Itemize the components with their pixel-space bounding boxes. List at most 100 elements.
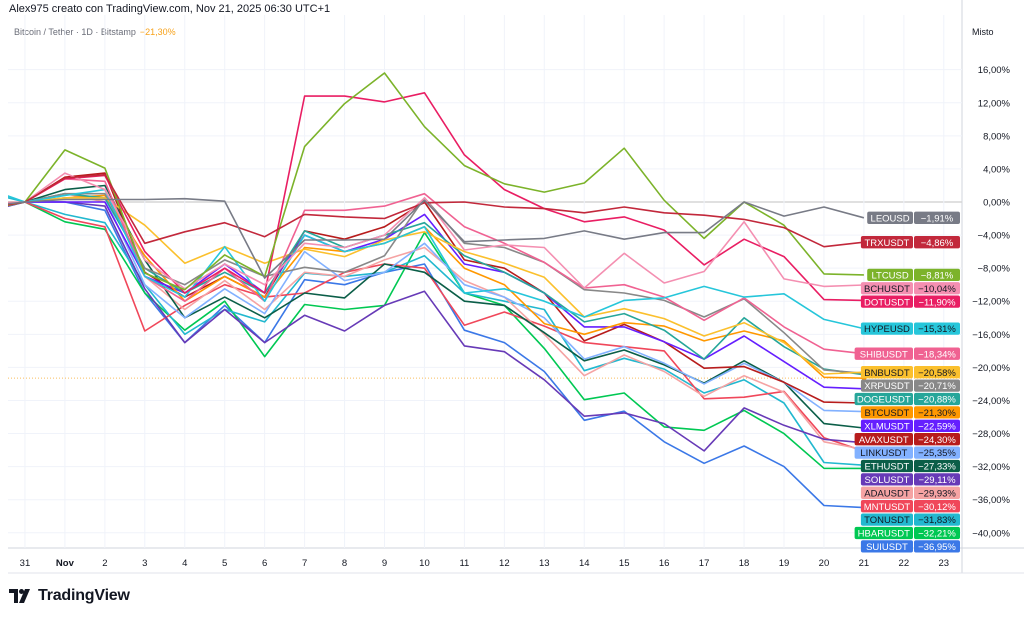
- series-name-badge: [854, 392, 913, 406]
- series-value-badge: [914, 526, 960, 540]
- series-name: AVAXUSDT: [859, 435, 909, 446]
- series-value-badge: [914, 268, 960, 282]
- series-line-bnbusdt: [8, 197, 864, 375]
- series-name: BCHUSDT: [864, 284, 910, 295]
- y-axis[interactable]: 16,00% 12,00% 8,00% 4,00% 0,00% −4,00% −8,00% −…: [972, 65, 1010, 539]
- x-tick-label: 11: [459, 558, 469, 569]
- x-tick-label: 12: [499, 558, 510, 569]
- x-tick-label: 18: [739, 558, 750, 569]
- series-value-badge: [914, 459, 960, 473]
- x-tick-label: 22: [899, 558, 910, 569]
- price-scale-mode[interactable]: Misto: [972, 27, 994, 37]
- y-tick-label: −20,00%: [972, 363, 1010, 374]
- series-line-linkusdt: [8, 197, 864, 413]
- series-line-xrpusdt: [8, 192, 864, 375]
- series-name-badge: [860, 513, 913, 526]
- series-label-dotusdt: DOTUSDT −11,90%: [860, 295, 960, 308]
- y-tick-label: 8,00%: [983, 131, 1010, 142]
- symbol-legend[interactable]: Bitcoin / Tether · 1D · Bitstamp −21,30%: [14, 27, 176, 37]
- series-value: −20,88%: [918, 395, 956, 406]
- x-tick-label: 13: [539, 558, 550, 569]
- x-tick-label: 16: [659, 558, 670, 569]
- series-name: ADAUSDT: [864, 488, 910, 499]
- series-value-badge: [914, 322, 960, 335]
- series-name: LINKUSDT: [860, 448, 907, 459]
- series-name: MNTUSDT: [864, 502, 911, 513]
- chart-attribution: Alex975 creato con TradingView.com, Nov …: [9, 3, 331, 15]
- series-value-badge: [914, 282, 960, 295]
- y-tick-label: 16,00%: [978, 65, 1011, 76]
- series-line-dogeusdt: [8, 192, 865, 376]
- series-name: XRPUSDT: [864, 381, 910, 392]
- series-label-dogeusdt: DOGEUSDT −20,88%: [854, 392, 960, 406]
- y-tick-label: −8,00%: [978, 264, 1011, 275]
- series-value-badge: [914, 433, 960, 446]
- series-name: SHIBUSDT: [860, 349, 908, 360]
- series-value-badge: [914, 295, 960, 308]
- series-labels: LEOUSD −1,91%TRXUSDT −4,86%LTCUSD −8,81%BCH…: [854, 211, 960, 553]
- series-value-badge: [914, 406, 960, 419]
- series-label-xrpusdt: XRPUSDT −20,71%: [860, 379, 960, 392]
- series-label-btcusdt: BTCUSDT −21,30%: [860, 406, 960, 419]
- series-value: −27,33%: [918, 462, 956, 473]
- series-line-solusdt: [8, 201, 864, 452]
- series-value: −31,83%: [918, 515, 956, 526]
- series-line-hypeusd: [8, 188, 865, 330]
- x-tick-label: 19: [779, 558, 790, 569]
- series-name: XLMUSDT: [864, 421, 910, 432]
- y-tick-label: −32,00%: [972, 462, 1010, 473]
- y-tick-label: −24,00%: [972, 396, 1010, 407]
- x-tick-label: 6: [262, 558, 267, 569]
- tradingview-logo[interactable]: TradingView: [9, 587, 130, 605]
- tradingview-logo-icon: [9, 589, 30, 603]
- y-tick-label: −28,00%: [972, 429, 1010, 440]
- series-value: −32,21%: [918, 529, 956, 540]
- series-label-adausdt: ADAUSDT −29,93%: [860, 486, 960, 499]
- x-tick-label: Nov: [56, 558, 75, 569]
- series-label-mntusdt: MNTUSDT −30,12%: [860, 500, 960, 513]
- series-lines: [8, 72, 962, 509]
- series-value: −30,12%: [918, 502, 956, 513]
- series-name: DOTUSDT: [864, 297, 910, 308]
- series-value: −1,91%: [921, 213, 954, 224]
- x-tick-label: 3: [142, 558, 147, 569]
- series-label-bchusdt: BCHUSDT −10,04%: [860, 282, 960, 295]
- y-tick-label: −4,00%: [978, 231, 1011, 242]
- x-tick-label: 10: [419, 558, 430, 569]
- series-value-badge: [914, 473, 960, 486]
- x-tick-label: 9: [382, 558, 387, 569]
- series-label-xlmusdt: XLMUSDT −22,59%: [860, 419, 960, 432]
- x-tick-label: 23: [939, 558, 950, 569]
- x-tick-label: 5: [222, 558, 227, 569]
- series-name: SOLUSDT: [865, 475, 910, 486]
- series-name-badge: [860, 473, 913, 486]
- series-label-hypeusd: HYPEUSD −15,31%: [860, 322, 960, 335]
- series-name: BTCUSDT: [865, 408, 910, 419]
- x-tick-label: 4: [182, 558, 187, 569]
- symbol-change: −21,30%: [139, 27, 176, 37]
- x-axis[interactable]: 31 Nov 2 3 4 5 6 7 8 9 10 11 12 13 14 15 16 17 18 19 20 21 22 2…: [20, 558, 949, 569]
- series-label-linkusdt: LINKUSDT −25,35%: [854, 446, 960, 459]
- brand-name: TradingView: [38, 587, 130, 604]
- series-line-leousd: [8, 197, 865, 279]
- series-value-badge: [914, 211, 960, 224]
- series-label-hbarusdt: HBARUSDT −32,21%: [854, 526, 960, 540]
- series-name-badge: [860, 540, 913, 553]
- x-tick-label: 21: [859, 558, 870, 569]
- y-tick-label: −12,00%: [972, 297, 1010, 308]
- series-label-solusdt: SOLUSDT −29,11%: [860, 473, 960, 486]
- series-name-badge: [854, 526, 913, 540]
- series-value-badge: [914, 236, 960, 249]
- series-name-badge: [854, 347, 913, 360]
- series-line-xlmusdt: [8, 201, 864, 390]
- y-tick-label: −40,00%: [972, 528, 1010, 539]
- series-name-badge: [860, 236, 913, 249]
- series-value: −24,30%: [918, 435, 956, 446]
- series-value: −15,31%: [918, 324, 956, 335]
- series-value-badge: [914, 540, 960, 553]
- series-value: −21,30%: [918, 408, 956, 419]
- series-line-ltcusd: [8, 72, 864, 291]
- series-name-badge: [860, 459, 913, 473]
- series-value: −20,58%: [918, 368, 956, 379]
